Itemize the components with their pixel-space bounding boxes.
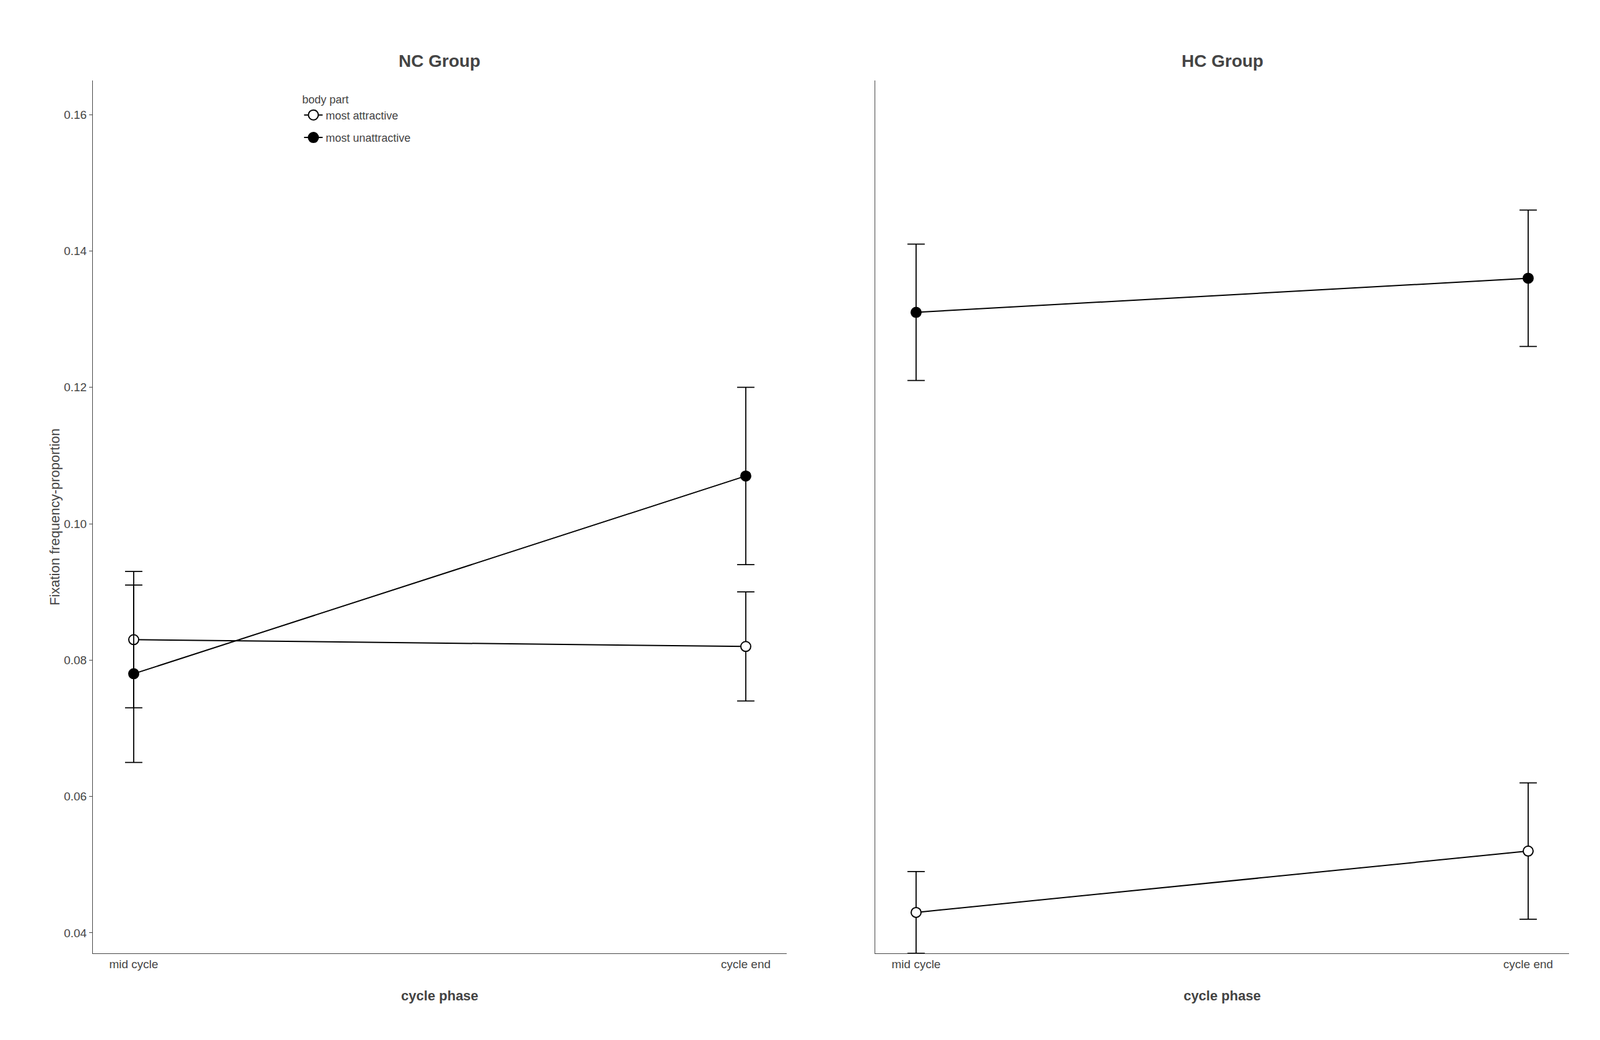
svg-text:most unattractive: most unattractive (325, 131, 411, 145)
svg-text:0.10: 0.10 (63, 517, 87, 531)
svg-text:0.12: 0.12 (63, 380, 87, 394)
svg-text:0.04: 0.04 (63, 926, 87, 940)
svg-text:cycle phase: cycle phase (1183, 987, 1261, 1004)
svg-text:body part: body part (302, 94, 349, 107)
svg-text:cycle phase: cycle phase (401, 987, 479, 1004)
svg-text:NC Group: NC Group (398, 51, 481, 71)
svg-text:most attractive: most attractive (325, 109, 398, 122)
svg-text:Fixation frequency-proportion: Fixation frequency-proportion (47, 428, 63, 606)
svg-text:cycle end: cycle end (721, 957, 771, 971)
svg-text:mid cycle: mid cycle (108, 957, 158, 971)
svg-text:0.06: 0.06 (63, 789, 87, 803)
svg-text:0.08: 0.08 (63, 653, 87, 667)
svg-text:0.14: 0.14 (63, 244, 87, 258)
svg-text:HC Group: HC Group (1181, 51, 1264, 71)
svg-text:0.16: 0.16 (63, 108, 87, 122)
svg-text:cycle end: cycle end (1503, 957, 1553, 971)
svg-text:mid cycle: mid cycle (891, 957, 941, 971)
